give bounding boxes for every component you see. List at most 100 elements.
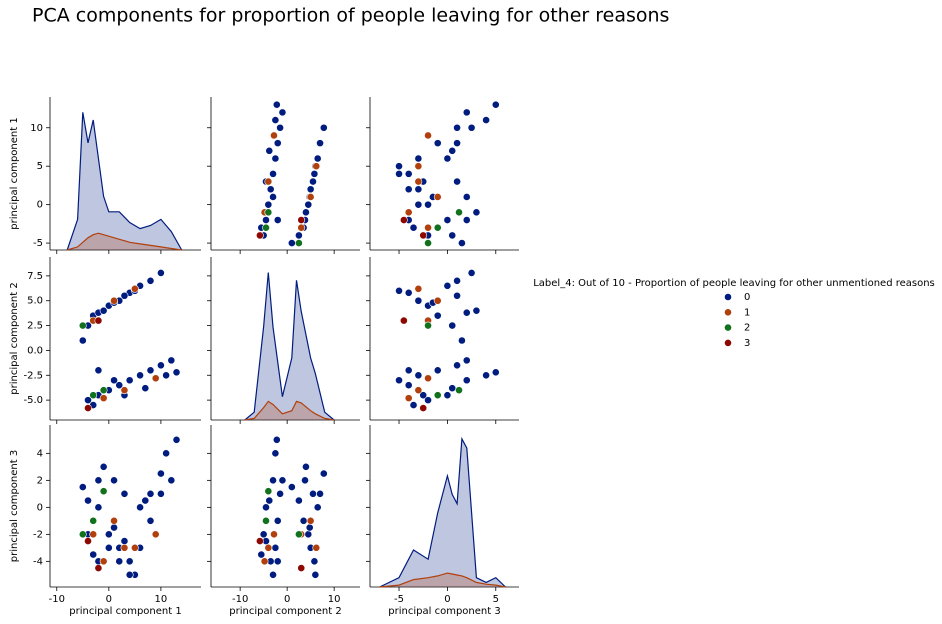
scatter-point	[84, 537, 92, 545]
x-tick-label: 0	[284, 594, 290, 605]
scatter-point	[419, 404, 428, 412]
legend-marker	[724, 338, 732, 347]
x-axis-label: principal component 1	[69, 606, 181, 617]
scatter-point	[99, 306, 108, 315]
scatter-point	[146, 489, 155, 498]
scatter-point	[120, 386, 129, 395]
scatter-point	[316, 489, 324, 498]
scatter-point	[157, 469, 165, 478]
scatter-point	[273, 139, 282, 148]
scatter-point	[94, 564, 103, 572]
scatter-point	[448, 146, 457, 155]
scatter-point	[455, 208, 463, 217]
scatter-point	[306, 516, 315, 525]
scatter-point	[294, 231, 303, 240]
scatter-point	[424, 321, 432, 330]
kde-line	[67, 232, 182, 251]
scatter-point	[448, 384, 457, 393]
scatter-point	[287, 483, 296, 491]
scatter-point	[270, 530, 278, 539]
kde-line	[379, 572, 506, 588]
scatter-point	[455, 386, 463, 395]
scatter-point	[84, 396, 92, 405]
scatter-point	[414, 154, 423, 163]
scatter-point	[84, 496, 92, 505]
scatter-point	[99, 557, 108, 566]
scatter-point	[453, 361, 461, 370]
scatter-point	[491, 100, 500, 109]
scatter-point	[264, 177, 273, 186]
y-axis-label: principal component 3	[9, 450, 20, 562]
scatter-point	[319, 469, 328, 478]
scatter-point	[89, 516, 98, 525]
scatter-point	[399, 216, 408, 224]
scatter-point	[311, 570, 320, 579]
scatter-point	[310, 169, 319, 178]
scatter-point	[297, 216, 306, 224]
scatter-point	[319, 123, 328, 132]
scatter-point	[273, 516, 282, 525]
kde-area	[379, 438, 506, 587]
scatter-point	[130, 543, 139, 552]
scatter-point	[462, 308, 471, 317]
kde-area	[244, 401, 335, 420]
scatter-point	[313, 503, 322, 512]
scatter-point	[453, 123, 461, 132]
scatter-point	[482, 371, 491, 380]
scatter-point	[78, 483, 87, 491]
scatter-point	[99, 487, 108, 496]
y-tick-label: -2.5	[23, 370, 43, 381]
y-tick-label: 10	[30, 123, 43, 134]
x-tick-label: 0	[444, 594, 450, 605]
scatter-point	[404, 288, 413, 297]
scatter-point	[443, 391, 452, 400]
scatter-point	[276, 123, 284, 132]
scatter-point	[404, 394, 413, 403]
scatter-point	[269, 193, 277, 201]
scatter-point	[262, 503, 270, 512]
y-axis-label: principal component 1	[9, 117, 20, 229]
y-tick-label: 0	[37, 502, 43, 513]
kde-line	[244, 272, 335, 421]
y-tick-label: -5	[33, 238, 43, 249]
scatter-point	[424, 223, 432, 232]
scatter-point	[301, 476, 309, 485]
scatter-point	[482, 116, 491, 124]
scatter-point	[99, 394, 108, 403]
chart-title: PCA components for proportion of people …	[32, 5, 669, 27]
scatter-point	[259, 530, 268, 539]
scatter-point	[264, 208, 273, 217]
y-tick-label: -2	[33, 529, 43, 540]
scatter-point	[272, 100, 281, 109]
scatter-point	[419, 231, 428, 240]
scatter-point	[264, 200, 273, 209]
scatter-point	[313, 154, 322, 163]
y-tick-label: 5.0	[27, 296, 43, 307]
scatter-point	[269, 570, 277, 579]
y-axis-label: principal component 2	[9, 282, 20, 394]
scatter-point	[302, 462, 310, 471]
scatter-point	[269, 169, 277, 178]
scatter-point	[120, 489, 129, 498]
scatter-point	[262, 216, 270, 224]
kde-area	[244, 272, 335, 420]
scatter-point	[78, 321, 87, 330]
legend-label: 1	[744, 307, 750, 318]
scatter-point	[294, 530, 303, 539]
scatter-point	[157, 269, 165, 277]
scatter-point	[262, 516, 270, 525]
scatter-point	[120, 543, 129, 552]
scatter-point	[467, 123, 476, 132]
scatter-point	[104, 530, 113, 539]
scatter-point	[99, 462, 108, 471]
scatter-point	[453, 177, 461, 186]
y-tick-label: -4	[33, 556, 43, 567]
scatter-point	[273, 557, 282, 566]
scatter-point	[257, 550, 266, 559]
scatter-point	[162, 449, 171, 458]
scatter-point	[297, 223, 306, 232]
scatter-point	[424, 239, 432, 247]
scatter-point	[462, 108, 471, 117]
scatter-point	[395, 286, 403, 295]
scatter-point	[433, 223, 442, 232]
